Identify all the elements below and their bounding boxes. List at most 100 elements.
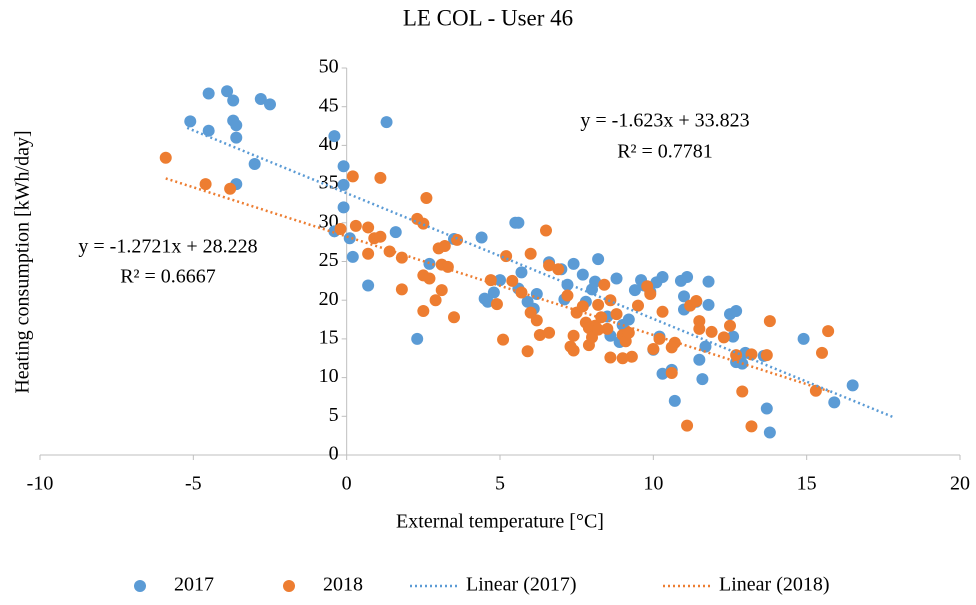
y-axis-label: Heating consumption [kWh/day] [12, 130, 34, 393]
data-point [576, 300, 589, 313]
data-point [760, 349, 773, 362]
data-point [693, 353, 706, 366]
data-point [616, 352, 629, 365]
data-point [763, 426, 776, 439]
data-point [199, 178, 212, 191]
data-point [490, 298, 503, 311]
data-point [524, 247, 537, 260]
data-point [506, 274, 519, 287]
data-point [224, 182, 237, 195]
data-point [264, 98, 276, 111]
data-point [374, 230, 387, 243]
legend-label: 2017 [174, 574, 214, 596]
chart-title: LE COL - User 46 [403, 5, 573, 30]
x-axis-label: External temperature [°C] [396, 511, 604, 533]
trendline-equation: y = -1.623x + 33.823 [580, 110, 749, 132]
data-point [724, 319, 736, 332]
legend-label: Linear (2017) [466, 574, 577, 596]
data-point [521, 345, 534, 358]
x-tick-label: 10 [643, 473, 663, 495]
trendline-equation: y = -1.2721x + 28.228 [78, 236, 257, 258]
data-point [656, 305, 669, 318]
y-tick-label: 15 [319, 326, 339, 348]
data-point [417, 217, 430, 230]
x-tick-label: 0 [342, 473, 352, 495]
data-point [227, 94, 240, 107]
legend-label: 2018 [323, 574, 363, 596]
data-point [451, 233, 464, 246]
data-point [696, 373, 709, 386]
data-point [512, 216, 525, 229]
data-point [760, 402, 773, 415]
data-point [656, 270, 669, 283]
x-tick-label: -5 [185, 473, 202, 495]
data-point [705, 325, 718, 338]
data-point [717, 331, 730, 344]
data-point [730, 349, 743, 362]
data-point [598, 278, 611, 291]
data-point [221, 85, 234, 98]
data-point [736, 385, 749, 398]
data-point [374, 171, 387, 184]
data-point [828, 396, 841, 409]
data-point [604, 351, 617, 364]
data-point [184, 115, 197, 128]
data-point [681, 270, 694, 283]
data-point [576, 268, 589, 281]
data-point [337, 160, 350, 173]
data-point [423, 257, 436, 270]
trendline [186, 126, 894, 418]
trendline [165, 177, 832, 394]
data-point [346, 170, 359, 183]
legend-label: Linear (2018) [719, 574, 830, 596]
data-point [727, 330, 740, 343]
data-point [745, 420, 758, 433]
data-point [678, 290, 690, 303]
data-point [595, 311, 608, 324]
x-tick-label: -10 [27, 473, 54, 495]
data-point [610, 272, 623, 285]
data-point [822, 325, 835, 338]
data-point [540, 224, 552, 237]
data-point [543, 326, 556, 339]
data-point [816, 346, 828, 359]
data-point [809, 384, 822, 397]
data-point [484, 274, 497, 287]
data-point [362, 279, 375, 292]
data-point [543, 259, 556, 272]
data-point [202, 124, 215, 137]
x-tick-label: 20 [950, 473, 970, 495]
y-tick-label: 45 [319, 94, 339, 116]
data-point [441, 260, 454, 273]
data-point [567, 257, 580, 270]
data-point [653, 332, 666, 345]
data-point [625, 350, 638, 363]
data-point [435, 284, 448, 297]
data-point [628, 284, 641, 297]
data-point [656, 367, 669, 380]
data-point [699, 340, 712, 353]
data-point [481, 295, 494, 308]
data-point [230, 131, 243, 144]
data-point [681, 419, 694, 432]
x-tick-label: 5 [495, 473, 505, 495]
x-tick-label: 15 [797, 473, 817, 495]
data-point [592, 298, 605, 311]
y-tick-label: 50 [319, 56, 339, 78]
data-point [328, 130, 341, 143]
data-point [487, 286, 500, 299]
data-point [337, 178, 350, 191]
data-point [202, 87, 215, 100]
data-point [362, 247, 375, 260]
legend-marker [283, 580, 295, 592]
data-point [497, 333, 510, 346]
data-point [500, 250, 513, 263]
data-point [592, 323, 605, 336]
data-point [417, 305, 430, 318]
data-point [632, 299, 644, 312]
data-point [230, 119, 243, 132]
data-point [846, 379, 859, 392]
data-point [420, 192, 433, 205]
data-point [334, 222, 347, 235]
